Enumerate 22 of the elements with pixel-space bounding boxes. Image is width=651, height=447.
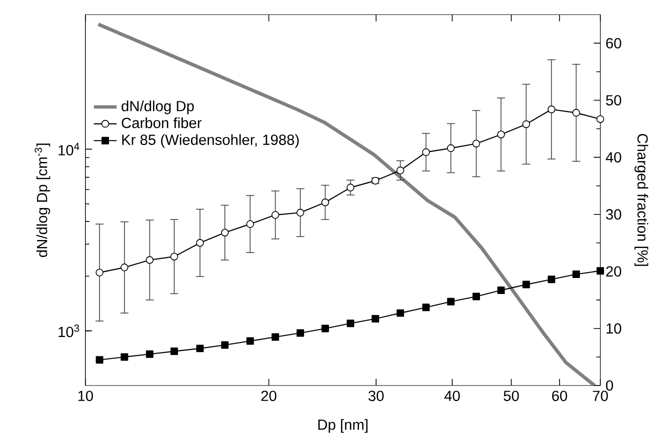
y2-axis-title: Charged fraction [%] (634, 134, 648, 266)
y-tick-label: 10$^{4}$ (58, 142, 80, 156)
y2-tick-label: 0 (606, 380, 614, 391)
y-axis-title: dN/dlog Dp [cm$^{-3}$] (34, 144, 50, 258)
x-tick-label: 20 (261, 390, 276, 402)
y2-tick-label: 50 (606, 95, 622, 106)
legend-label: dN/dlog Dp (122, 100, 194, 114)
x-tick-label: 60 (552, 390, 568, 402)
y2-tick-label: 20 (606, 266, 622, 277)
y2-tick-label: 40 (606, 152, 622, 163)
x-tick-label: 50 (504, 390, 519, 402)
legend-label: Carbon fiber (122, 117, 202, 128)
x-tick-label: 10 (78, 390, 93, 402)
x-tick-label: 70 (592, 390, 608, 402)
y-tick-label: 10$^{3}$ (58, 324, 80, 338)
y2-tick-label: 30 (606, 209, 622, 220)
x-axis-title: Dp [nm] (318, 419, 368, 433)
legend-label: Kr 85 (Wiedensohler, 1988) (122, 134, 299, 148)
x-tick-label: 30 (368, 390, 384, 402)
y2-tick-label: 60 (606, 38, 622, 48)
y2-tick-label: 10 (606, 323, 622, 334)
x-tick-label: 40 (444, 390, 460, 402)
